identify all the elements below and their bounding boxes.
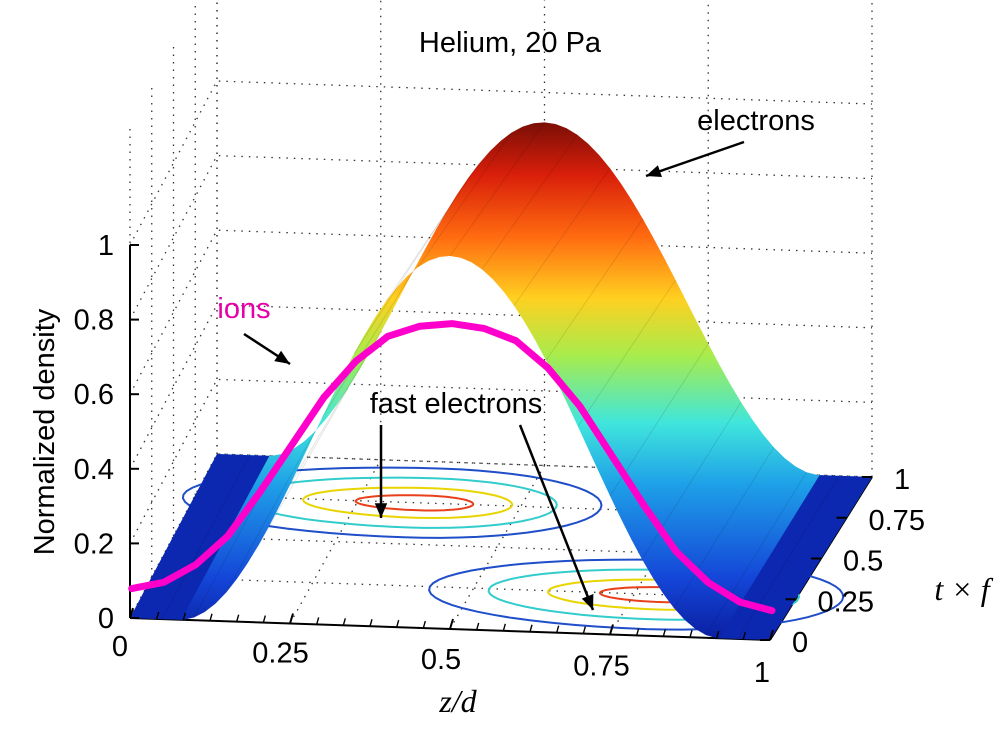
grid-line-floor-x: [449, 465, 546, 630]
x-minor-tick: [289, 616, 293, 624]
x-tick-label: 0: [112, 631, 128, 663]
x-minor-tick: [582, 626, 587, 634]
x-minor-tick: [262, 615, 267, 623]
ions-line: [128, 320, 776, 615]
annotation-fast-electrons: fast electrons: [370, 388, 542, 420]
contour-peak1-level3: [302, 486, 514, 520]
t-tick-label: 0: [792, 627, 808, 659]
x-tick: [769, 629, 774, 641]
ions-curve: [128, 320, 776, 615]
surface-mesh-line: [673, 446, 775, 609]
surface-mesh-line: [641, 401, 742, 560]
surface-mesh-line: [577, 279, 676, 427]
grid-line-z: [129, 80, 873, 246]
z-tick-label: 0.8: [74, 305, 114, 337]
x-minor-tick: [235, 614, 240, 622]
x-minor-tick: [742, 631, 747, 640]
t-tick-label: 0.75: [869, 505, 925, 537]
axis-ticks: 00.20.40.60.810 0.25 0.5 0.75 100.250.50.751: [74, 230, 925, 689]
surface-mesh-line: [449, 122, 545, 257]
z-tick-label: 1: [98, 230, 114, 262]
z-tick-label: 0.6: [74, 379, 114, 411]
t-tick-label: 0.25: [818, 586, 874, 618]
x-minor-tick: [422, 620, 427, 629]
x-minor-tick: [555, 625, 560, 633]
z-axis-label: Normalized density: [29, 308, 61, 555]
surface-mesh-line: [417, 132, 513, 268]
surface-mesh-line: [737, 475, 840, 640]
annotation-ions: ions: [217, 293, 270, 325]
x-minor-tick: [529, 624, 533, 632]
x-minor-tick: [502, 623, 507, 632]
x-minor-tick: [369, 619, 373, 627]
surface-mesh-line: [257, 388, 349, 547]
chart-title: Helium, 20 Pa: [419, 27, 602, 59]
electron-surface-top: [130, 122, 872, 641]
x-minor-tick: [475, 622, 480, 631]
t-tick-label: 0.5: [843, 546, 883, 578]
x-minor-tick: [689, 630, 693, 638]
x-minor-tick: [315, 617, 320, 625]
arrow-electrons: [645, 140, 745, 178]
x-minor-tick: [182, 612, 187, 621]
surface-mesh-line: [321, 270, 414, 419]
surface-mesh-line: [385, 163, 480, 302]
z-tick-label: 0.2: [74, 528, 114, 560]
x-minor-tick: [715, 630, 720, 639]
contour-peak1-level4: [354, 494, 475, 512]
x-tick: [129, 607, 134, 619]
x-minor-tick: [155, 611, 160, 620]
surface-mesh-line: [481, 134, 578, 270]
surface-mesh-line: [609, 343, 709, 497]
grid-line-floor-t: [173, 535, 822, 560]
x-minor-tick: [449, 621, 453, 630]
surface-mesh-line: [161, 454, 251, 620]
arrow-fast-electrons-2: [518, 424, 595, 611]
surface-mesh-line: [545, 218, 644, 361]
arrow-fast-electrons-1-head: [374, 503, 388, 518]
x-minor-tick: [209, 613, 213, 621]
x-minor-tick: [662, 629, 667, 637]
x-minor-tick: [342, 618, 347, 626]
x-tick-label: 0.75: [573, 651, 629, 683]
arrow-electrons-head: [646, 165, 662, 178]
annotation-electrons: electrons: [697, 105, 815, 137]
z-tick-label: 0: [98, 603, 114, 635]
x-minor-tick: [395, 619, 400, 628]
x-minor-tick: [609, 627, 613, 635]
surface-mesh-line: [353, 211, 447, 355]
surface-right-edge: [718, 475, 872, 640]
annotations: electrons ions fast electrons: [217, 105, 815, 611]
t-tick-label: 1: [894, 464, 910, 496]
surface-mesh-line: [705, 471, 807, 636]
y-axis-label: t × f: [934, 571, 993, 607]
z-tick-label: 0.4: [74, 454, 114, 486]
surface-mesh-line: [513, 168, 611, 306]
grid-line-floor-x: [289, 459, 382, 624]
x-tick-label: 1: [754, 657, 770, 689]
arrow-fast-electrons-2-head: [581, 594, 594, 610]
x-axis-label: z/d: [438, 683, 477, 719]
contour-peak1-level1: [181, 466, 603, 539]
electron-density-surface: [130, 122, 872, 641]
x-tick-label: 0.5: [421, 644, 461, 676]
x-minor-tick: [635, 628, 640, 636]
arrow-ions-head: [274, 350, 290, 364]
x-tick-label: 0.25: [252, 638, 308, 670]
surface-mesh-line: [225, 430, 316, 593]
